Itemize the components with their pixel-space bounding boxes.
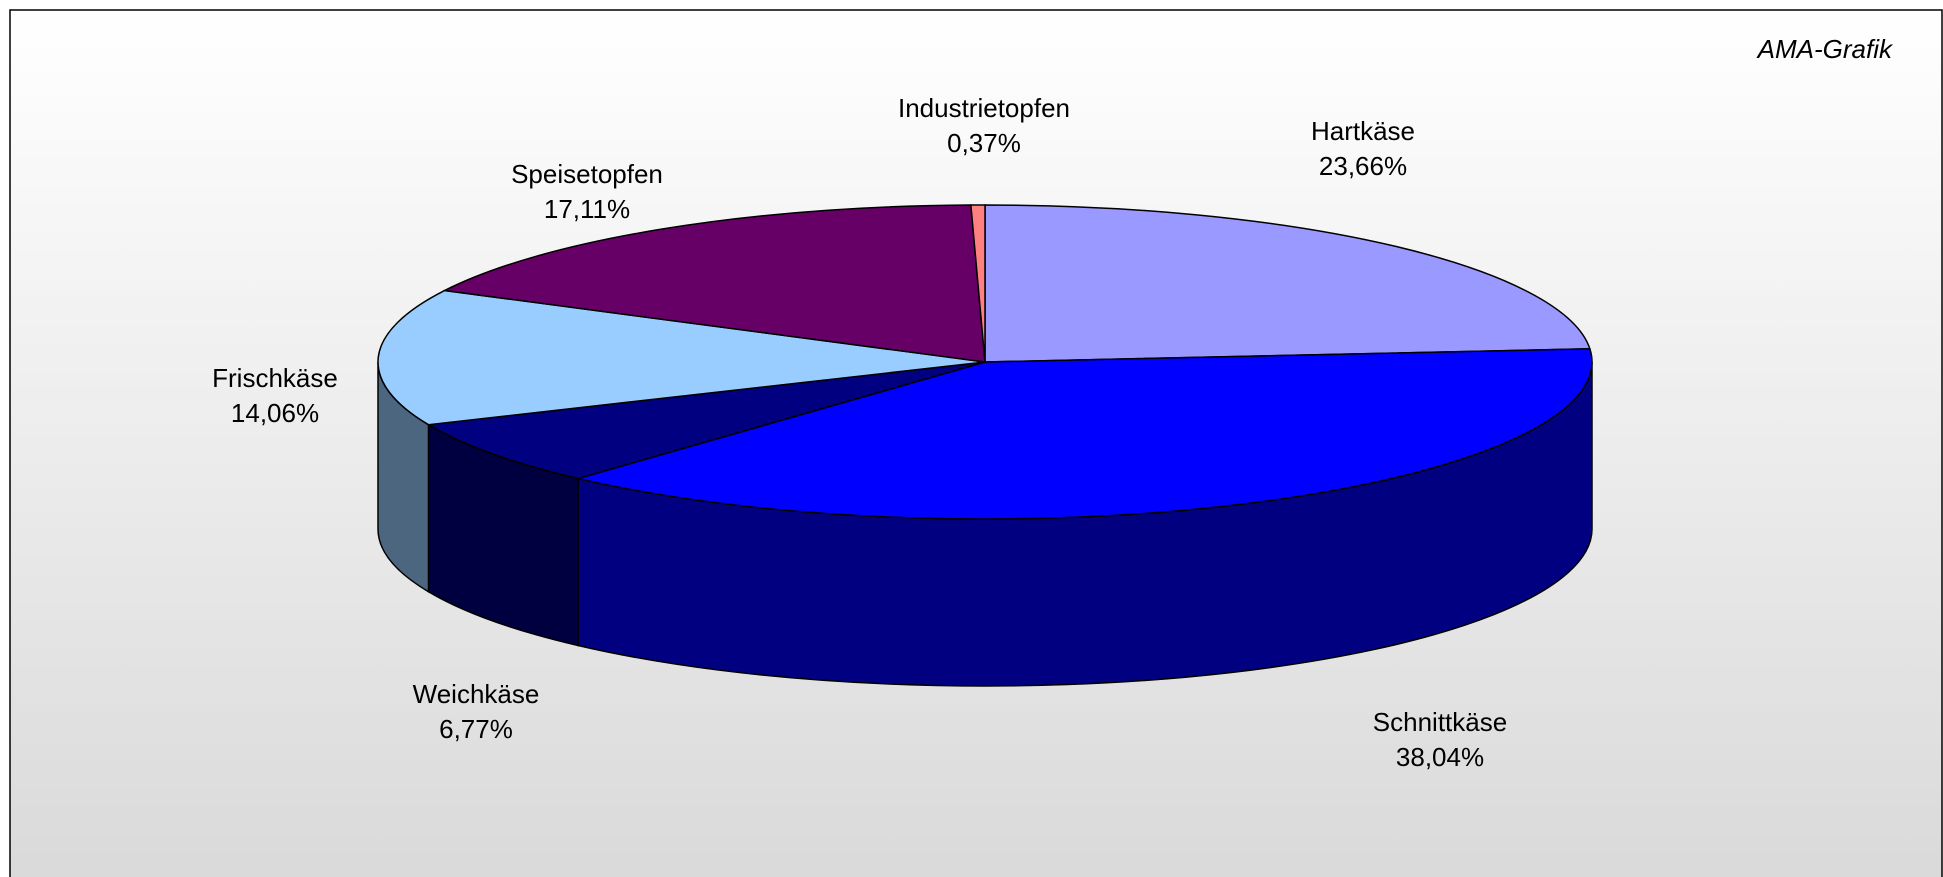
slice-label: Industrietopfen [898,93,1070,123]
slice [377,289,986,426]
slice [426,361,986,480]
slice-label: Frischkäse [212,363,338,393]
slice-value-label: 23,66% [1319,151,1407,181]
annotation: AMA-Grafik [1756,34,1894,64]
slice [575,348,1593,520]
slice-label: Schnittkäse [1373,707,1507,737]
slice-label: Weichkäse [413,679,540,709]
pie [377,204,1593,687]
top-faces [377,204,1593,520]
slice [442,204,986,363]
slice-label: Speisetopfen [511,159,663,189]
slice [984,204,1591,363]
slice-value-label: 0,37% [947,128,1021,158]
slice-value-label: 17,11% [544,194,630,224]
slice-value-label: 14,06% [231,398,319,428]
slice-value-label: 38,04% [1396,742,1484,772]
slice-label: Hartkäse [1311,116,1415,146]
slice-value-label: 6,77% [439,714,513,744]
slice [970,204,986,363]
